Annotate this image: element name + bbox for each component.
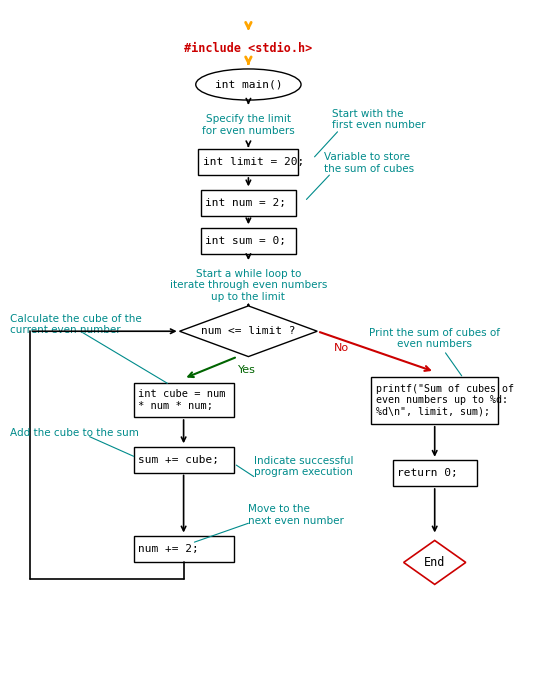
Text: #include <stdio.h>: #include <stdio.h> — [184, 42, 313, 55]
Text: int cube = num
* num * num;: int cube = num * num * num; — [138, 389, 226, 411]
Text: int main(): int main() — [215, 80, 282, 89]
Text: Calculate the cube of the
current even number: Calculate the cube of the current even n… — [10, 314, 141, 335]
Text: Add the cube to the sum: Add the cube to the sum — [10, 428, 139, 437]
Text: Specify the limit
for even numbers: Specify the limit for even numbers — [202, 114, 295, 136]
Text: num <= limit ?: num <= limit ? — [201, 327, 296, 336]
FancyBboxPatch shape — [372, 377, 498, 424]
FancyBboxPatch shape — [201, 228, 296, 254]
Text: int sum = 0;: int sum = 0; — [206, 236, 287, 245]
FancyBboxPatch shape — [134, 383, 234, 417]
Ellipse shape — [195, 69, 301, 100]
Text: Variable to store
the sum of cubes: Variable to store the sum of cubes — [324, 152, 414, 174]
FancyBboxPatch shape — [393, 460, 477, 486]
FancyBboxPatch shape — [134, 536, 234, 562]
Text: num += 2;: num += 2; — [138, 544, 199, 554]
Text: sum += cube;: sum += cube; — [138, 455, 219, 464]
Text: Print the sum of cubes of
even numbers: Print the sum of cubes of even numbers — [369, 328, 500, 349]
Text: return 0;: return 0; — [397, 468, 458, 478]
Text: int limit = 20;: int limit = 20; — [203, 158, 304, 167]
Polygon shape — [179, 306, 318, 357]
Text: Indicate successful
program execution: Indicate successful program execution — [254, 456, 353, 477]
Text: printf("Sum of cubes of
even numbers up to %d:
%d\n", limit, sum);: printf("Sum of cubes of even numbers up … — [376, 383, 514, 417]
Text: Start a while loop to
iterate through even numbers
up to the limit: Start a while loop to iterate through ev… — [170, 268, 327, 302]
Text: Start with the
first even number: Start with the first even number — [332, 109, 426, 130]
FancyBboxPatch shape — [201, 190, 296, 216]
FancyBboxPatch shape — [134, 447, 234, 473]
Text: End: End — [424, 556, 446, 569]
Polygon shape — [404, 541, 465, 584]
Text: Yes: Yes — [238, 365, 255, 375]
Text: No: No — [334, 343, 349, 353]
FancyBboxPatch shape — [199, 149, 299, 175]
Text: Move to the
next even number: Move to the next even number — [248, 504, 345, 526]
Text: int num = 2;: int num = 2; — [206, 198, 287, 208]
